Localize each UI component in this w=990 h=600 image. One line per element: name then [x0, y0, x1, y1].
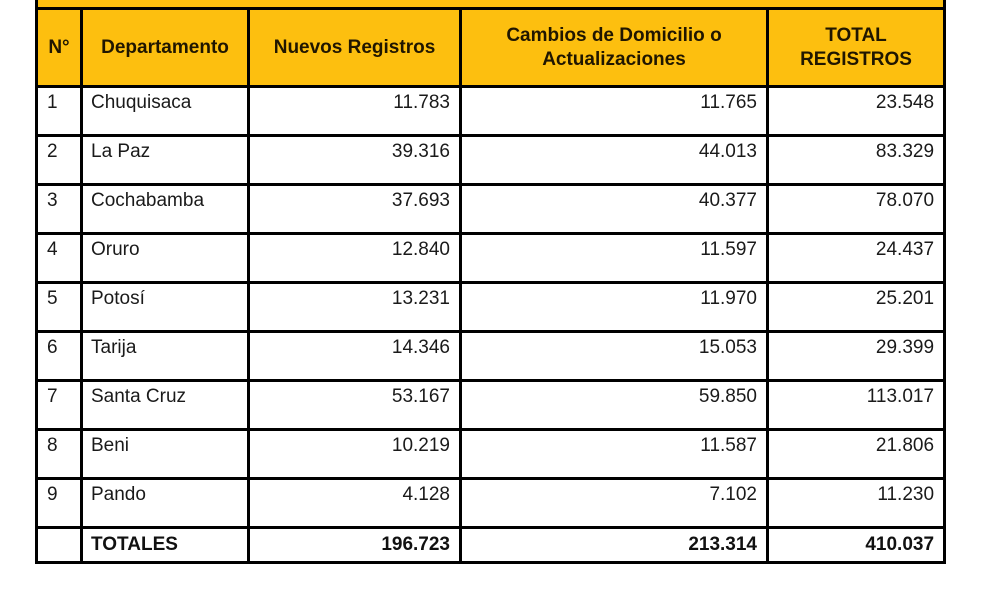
table-row: 2 La Paz 39.316 44.013 83.329: [35, 134, 947, 186]
department-cell: Pando: [80, 477, 250, 529]
address-changes-cell: 7.102: [459, 477, 769, 529]
totals-address-changes: 213.314: [459, 526, 769, 564]
row-number-cell: 9: [35, 477, 83, 529]
department-cell: Tarija: [80, 330, 250, 382]
table-row: 4 Oruro 12.840 11.597 24.437: [35, 232, 947, 284]
new-registrations-cell: 53.167: [247, 379, 462, 431]
row-number-cell: 1: [35, 85, 83, 137]
row-number-cell: 2: [35, 134, 83, 186]
total-cell: 113.017: [765, 379, 947, 431]
address-changes-cell: 40.377: [459, 183, 769, 235]
totals-new-registrations: 196.723: [247, 526, 462, 564]
title-band: [34, 0, 947, 10]
address-changes-cell: 44.013: [459, 134, 769, 186]
table-row: 7 Santa Cruz 53.167 59.850 113.017: [35, 379, 947, 431]
address-changes-cell: 11.587: [459, 428, 769, 480]
header-row: N° Departamento Nuevos Registros Cambios…: [35, 7, 947, 88]
table-row: 6 Tarija 14.346 15.053 29.399: [35, 330, 947, 382]
col-header-number: N°: [35, 7, 83, 88]
department-cell: La Paz: [80, 134, 250, 186]
row-number-cell: 4: [35, 232, 83, 284]
col-header-address-changes: Cambios de Domicilio o Actualizaciones: [459, 7, 769, 88]
total-cell: 78.070: [765, 183, 947, 235]
new-registrations-cell: 37.693: [247, 183, 462, 235]
total-cell: 83.329: [765, 134, 947, 186]
department-cell: Beni: [80, 428, 250, 480]
department-cell: Chuquisaca: [80, 85, 250, 137]
address-changes-cell: 11.765: [459, 85, 769, 137]
table-row: 5 Potosí 13.231 11.970 25.201: [35, 281, 947, 333]
totals-row: TOTALES 196.723 213.314 410.037: [35, 526, 947, 564]
address-changes-cell: 15.053: [459, 330, 769, 382]
department-cell: Santa Cruz: [80, 379, 250, 431]
department-cell: Potosí: [80, 281, 250, 333]
total-cell: 25.201: [765, 281, 947, 333]
totals-empty-cell: [35, 526, 83, 564]
col-header-total-registrations: TOTAL REGISTROS: [765, 7, 947, 88]
new-registrations-cell: 4.128: [247, 477, 462, 529]
new-registrations-cell: 39.316: [247, 134, 462, 186]
total-cell: 24.437: [765, 232, 947, 284]
department-cell: Oruro: [80, 232, 250, 284]
title-band-row: [34, 0, 947, 10]
new-registrations-cell: 13.231: [247, 281, 462, 333]
total-cell: 29.399: [765, 330, 947, 382]
department-cell: Cochabamba: [80, 183, 250, 235]
total-cell: 21.806: [765, 428, 947, 480]
new-registrations-cell: 11.783: [247, 85, 462, 137]
address-changes-cell: 59.850: [459, 379, 769, 431]
address-changes-cell: 11.970: [459, 281, 769, 333]
address-changes-cell: 11.597: [459, 232, 769, 284]
totals-label: TOTALES: [80, 526, 250, 564]
col-header-new-registrations: Nuevos Registros: [247, 7, 462, 88]
new-registrations-cell: 14.346: [247, 330, 462, 382]
registrations-table: N° Departamento Nuevos Registros Cambios…: [34, 0, 947, 564]
table-row: 9 Pando 4.128 7.102 11.230: [35, 477, 947, 529]
new-registrations-cell: 10.219: [247, 428, 462, 480]
table-row: 1 Chuquisaca 11.783 11.765 23.548: [35, 85, 947, 137]
row-number-cell: 5: [35, 281, 83, 333]
table-row: 8 Beni 10.219 11.587 21.806: [35, 428, 947, 480]
table-row: 3 Cochabamba 37.693 40.377 78.070: [35, 183, 947, 235]
row-number-cell: 8: [35, 428, 83, 480]
row-number-cell: 6: [35, 330, 83, 382]
totals-total: 410.037: [765, 526, 947, 564]
col-header-department: Departamento: [80, 7, 250, 88]
row-number-cell: 3: [35, 183, 83, 235]
total-cell: 23.548: [765, 85, 947, 137]
row-number-cell: 7: [35, 379, 83, 431]
total-cell: 11.230: [765, 477, 947, 529]
new-registrations-cell: 12.840: [247, 232, 462, 284]
